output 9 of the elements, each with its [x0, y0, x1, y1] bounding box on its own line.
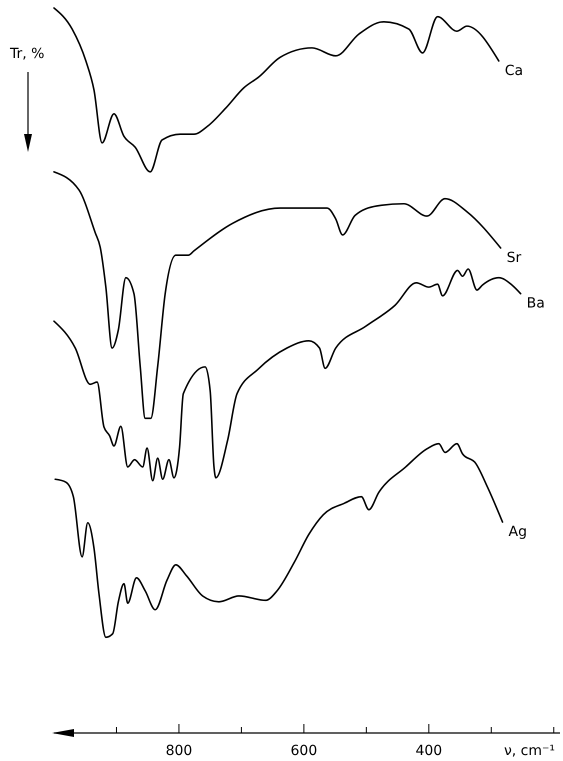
series-label: Sr	[506, 250, 522, 266]
x-tick-label: 800	[166, 743, 192, 759]
y-axis-title: Tr, %	[9, 46, 44, 62]
series-label: Ag	[508, 524, 527, 540]
x-axis-title: ν, cm⁻¹	[504, 743, 555, 759]
x-tick-label: 400	[415, 743, 442, 759]
series-label: Ba	[526, 296, 545, 312]
x-tick-label: 600	[290, 743, 318, 759]
series-label: Ca	[504, 62, 524, 79]
